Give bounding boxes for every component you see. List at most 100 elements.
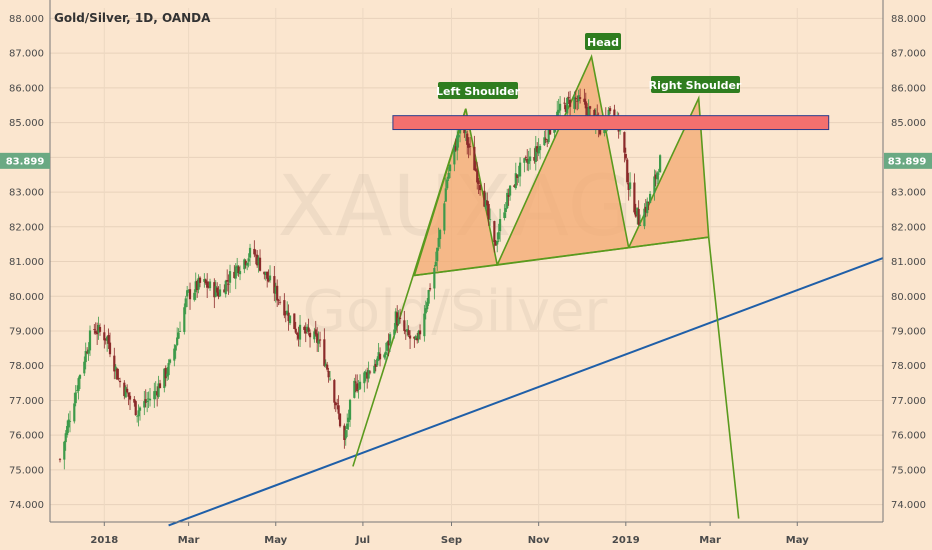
- candle-body: [83, 361, 86, 374]
- candle-body: [196, 280, 199, 291]
- y-tick-right: 74.000: [891, 500, 926, 511]
- candle-body: [128, 395, 132, 400]
- candle-body: [483, 190, 486, 207]
- candle-body: [78, 374, 82, 379]
- candle-body: [508, 185, 512, 196]
- candle-body: [374, 363, 377, 367]
- y-tick-right: 76.000: [891, 431, 926, 442]
- candle-body: [436, 247, 439, 262]
- candle-body: [628, 182, 632, 189]
- candle-body: [64, 433, 67, 443]
- candle-body: [364, 371, 367, 375]
- candle-body: [204, 279, 207, 284]
- candle-body: [156, 391, 159, 396]
- candle-body: [393, 329, 396, 335]
- candle-body: [136, 415, 139, 417]
- candle-body: [87, 349, 90, 354]
- candle-body: [598, 125, 602, 135]
- candle-body: [243, 259, 246, 270]
- candle-body: [584, 101, 587, 109]
- candle-body: [123, 382, 126, 397]
- candle-body: [184, 298, 187, 308]
- candle-body: [567, 97, 570, 99]
- candle-body: [408, 335, 412, 339]
- candle-body: [438, 229, 442, 240]
- candle-body: [537, 148, 540, 154]
- x-tick-label: 2018: [90, 535, 118, 546]
- candle-body: [147, 398, 150, 400]
- x-tick-label: May: [264, 535, 287, 546]
- candle-body: [238, 271, 242, 275]
- candle-body: [323, 339, 326, 366]
- candle-body: [507, 194, 510, 197]
- candle-body: [634, 211, 637, 217]
- candle-body: [253, 248, 256, 255]
- candle-body: [106, 336, 109, 341]
- candle-body: [166, 373, 169, 377]
- candle-body: [177, 332, 180, 339]
- candle-body: [527, 159, 530, 164]
- candle-body: [386, 342, 389, 351]
- candle-body: [66, 426, 69, 436]
- candle-body: [456, 135, 459, 151]
- candle-body: [247, 258, 250, 262]
- candle-body: [294, 328, 297, 333]
- trendline-layer: [168, 257, 884, 527]
- candle-body: [546, 140, 549, 142]
- y-tick-right: 80.000: [891, 292, 926, 303]
- candle-body: [348, 399, 352, 420]
- candle-body: [383, 354, 386, 358]
- candle-body: [274, 287, 277, 294]
- watermark-name: Gold/Silver: [303, 279, 609, 344]
- candle-body: [107, 335, 110, 344]
- candle-body: [117, 378, 120, 380]
- y-tick-left: 78.000: [9, 361, 44, 372]
- candle-body: [244, 260, 247, 265]
- candle-body: [443, 203, 446, 231]
- candle-body: [654, 174, 657, 179]
- label-left-shoulder-text: Left Shoulder: [436, 85, 521, 98]
- y-tick-right: 79.000: [891, 326, 926, 337]
- candle-body: [276, 285, 279, 301]
- candle-body: [76, 390, 79, 392]
- candle-body: [618, 130, 622, 132]
- candle-body: [203, 279, 206, 282]
- candle-body: [398, 317, 402, 319]
- candle-body: [543, 137, 546, 146]
- candle-body: [258, 257, 262, 271]
- candle-body: [207, 286, 210, 288]
- candle-body: [403, 320, 406, 331]
- candle-body: [358, 381, 362, 389]
- candle-body: [547, 123, 550, 143]
- candle-body: [193, 292, 196, 300]
- y-tick-left: 88.000: [9, 14, 44, 25]
- candle-body: [454, 146, 457, 151]
- neckline: [414, 236, 709, 277]
- candle-body: [446, 179, 449, 189]
- y-tick-right: 82.000: [891, 222, 926, 233]
- resistance-zone: [392, 115, 830, 131]
- y-tick-left: 83.000: [9, 188, 44, 199]
- candle-body: [457, 134, 460, 138]
- y-tick-left: 87.000: [9, 49, 44, 60]
- candle-body: [568, 99, 572, 107]
- candle-body: [536, 146, 539, 152]
- candle-body: [94, 330, 97, 334]
- candle-body: [468, 146, 472, 147]
- candle-body: [496, 240, 499, 245]
- candle-body: [93, 329, 96, 330]
- candle-body: [326, 364, 329, 370]
- candle-body: [564, 105, 567, 112]
- candle-body: [363, 372, 366, 384]
- candle-body: [474, 168, 477, 171]
- y-tick-right: 75.000: [891, 465, 926, 476]
- candle-body: [183, 307, 186, 332]
- candle-body: [84, 350, 87, 363]
- candle-body: [353, 380, 356, 398]
- candle-body: [477, 180, 480, 184]
- y-tick-left: 74.000: [9, 500, 44, 511]
- candle-body: [197, 277, 200, 290]
- candle-body: [344, 430, 347, 439]
- candle-body: [526, 158, 529, 163]
- candle-body: [214, 286, 217, 297]
